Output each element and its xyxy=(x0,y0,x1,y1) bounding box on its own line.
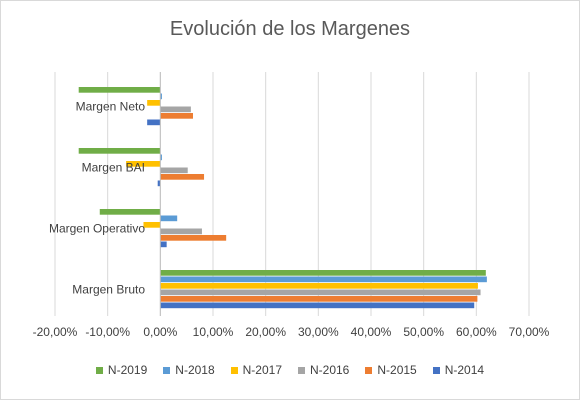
legend-item: N-2016 xyxy=(298,363,349,377)
bar-n-2018 xyxy=(160,276,487,283)
bar-n-2019 xyxy=(160,270,486,276)
legend-label: N-2017 xyxy=(242,363,282,377)
bar-n-2018 xyxy=(160,154,162,161)
x-tick-label: -20,00% xyxy=(33,325,78,339)
x-tick-label: 60,00% xyxy=(456,325,497,339)
bar-n-2015 xyxy=(160,296,478,302)
bar-n-2017 xyxy=(143,222,161,228)
bar-n-2016 xyxy=(160,228,202,235)
legend-item: N-2015 xyxy=(365,363,417,377)
bar-n-2018 xyxy=(160,215,178,222)
chart-legend: N-2019 N-2018 N-2017 N-2016 N-2015 N-2014 xyxy=(0,363,580,377)
bar-n-2015 xyxy=(160,174,205,180)
x-tick-label: 50,00% xyxy=(403,325,444,339)
x-tick-label: 70,00% xyxy=(509,325,550,339)
bar-n-2015 xyxy=(160,113,193,119)
chart-title: Evolución de los Margenes xyxy=(169,18,411,40)
legend-label: N-2016 xyxy=(310,363,350,377)
legend-swatch xyxy=(163,366,171,374)
bar-n-2017 xyxy=(160,283,478,289)
legend-item: N-2018 xyxy=(163,363,215,377)
x-tick-label: 30,00% xyxy=(298,325,339,339)
bar-n-2017 xyxy=(126,161,161,167)
category-label: Margen Bruto xyxy=(72,283,145,297)
category-label: Margen Operativo xyxy=(49,222,145,236)
legend-swatch xyxy=(365,366,373,374)
legend-item: N-2017 xyxy=(230,363,282,377)
x-tick-label: 20,00% xyxy=(245,325,286,339)
x-tick-label: 40,00% xyxy=(351,325,392,339)
bar-n-2019 xyxy=(78,87,161,93)
legend-swatch xyxy=(298,366,305,374)
bar-n-2016 xyxy=(160,289,481,296)
x-tick-label: -10,00% xyxy=(85,325,130,339)
category-label: Margen BAI xyxy=(82,161,145,175)
bar-n-2015 xyxy=(160,235,227,241)
legend-label: N-2014 xyxy=(444,363,485,377)
bar-n-2014 xyxy=(157,180,161,187)
category-label: Margen Neto xyxy=(76,100,146,114)
x-tick-label: 10,00% xyxy=(193,325,234,339)
legend-swatch xyxy=(432,366,440,374)
bar-n-2019 xyxy=(78,148,161,154)
bar-n-2016 xyxy=(160,106,191,113)
bar-n-2017 xyxy=(147,100,161,106)
legend-item: N-2019 xyxy=(95,363,148,377)
bar-n-2019 xyxy=(99,209,161,215)
x-tick-label: 0,00% xyxy=(143,325,177,339)
legend-label: N-2018 xyxy=(175,363,215,377)
bar-n-2018 xyxy=(160,93,162,100)
bar-n-2014 xyxy=(160,241,167,248)
bar-n-2014 xyxy=(147,119,161,126)
legend-item: N-2014 xyxy=(432,363,485,377)
bar-n-2016 xyxy=(160,167,188,174)
legend-label: N-2019 xyxy=(107,363,148,377)
legend-swatch xyxy=(230,366,238,374)
legend-label: N-2015 xyxy=(377,363,417,377)
bar-n-2014 xyxy=(160,302,475,309)
legend-swatch xyxy=(95,366,103,374)
